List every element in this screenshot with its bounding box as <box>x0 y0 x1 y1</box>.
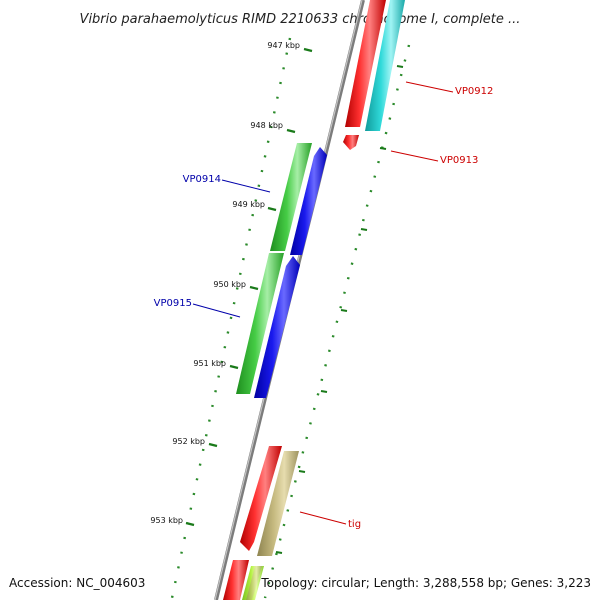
gene-track <box>223 0 405 600</box>
gene-khaki-bottom <box>246 566 262 600</box>
gc-dots-right <box>263 44 411 599</box>
leader-vp0914 <box>221 179 271 193</box>
gc-dots-left <box>170 37 292 599</box>
leader-vp0913 <box>390 150 439 162</box>
gene-red-bottom[interactable] <box>223 560 249 600</box>
tick-label-947: 947 kbp <box>267 41 300 50</box>
tick-mark-949 <box>267 206 277 212</box>
gene-label-lines <box>192 81 454 525</box>
tick-mark-952 <box>208 442 218 448</box>
gene-label-vp0913[interactable]: VP0913 <box>440 155 478 166</box>
tick-minor <box>298 470 306 473</box>
tick-label-953: 953 kbp <box>150 516 183 525</box>
gene-vp0913-arrowhead[interactable] <box>343 135 359 150</box>
tick-minor <box>275 551 283 554</box>
gene-vp0914[interactable] <box>270 143 312 251</box>
tick-mark-947 <box>303 47 313 53</box>
tick-minor <box>320 390 328 393</box>
gene-tig[interactable] <box>257 451 299 556</box>
gene-blue-lower[interactable] <box>254 256 300 398</box>
leader-vp0912 <box>405 81 454 93</box>
tick-mark-951 <box>229 364 239 370</box>
gene-label-vp0912[interactable]: VP0912 <box>455 86 493 97</box>
map-title: Vibrio parahaemolyticus RIMD 2210633 chr… <box>80 12 521 27</box>
gene-blue-upper[interactable] <box>290 147 327 255</box>
gene-label-vp0915[interactable]: VP0915 <box>154 298 192 309</box>
gene-vp0915[interactable] <box>236 253 284 394</box>
gc-content-track <box>170 37 411 599</box>
tick-minor <box>340 309 348 312</box>
gene-red-lower[interactable] <box>240 446 282 551</box>
accession-text: Accession: NC_004603 <box>9 576 145 590</box>
genome-stats-text: Topology: circular; Length: 3,288,558 bp… <box>260 576 591 590</box>
tick-label-949: 949 kbp <box>232 200 265 209</box>
leader-vp0915 <box>192 303 241 318</box>
gene-label-tig[interactable]: tig <box>348 519 361 530</box>
leader-tig <box>299 511 347 525</box>
tick-minor <box>379 147 387 150</box>
gene-vp0912[interactable] <box>365 0 405 131</box>
gene-vp0913[interactable] <box>345 0 386 127</box>
gene-labels: VP0912 VP0913 VP0914 VP0915 tig <box>154 86 494 530</box>
tick-mark-950 <box>249 285 259 291</box>
tick-label-950: 950 kbp <box>213 280 246 289</box>
tick-label-951: 951 kbp <box>193 359 226 368</box>
tick-mark-953 <box>185 521 195 527</box>
gene-label-vp0914[interactable]: VP0914 <box>183 174 221 185</box>
tick-minor <box>396 65 404 68</box>
tick-minor <box>360 228 368 231</box>
scale-ticks: 947 kbp 948 kbp 949 kbp 950 kbp 951 kbp … <box>150 41 404 554</box>
tick-label-948: 948 kbp <box>250 121 283 130</box>
tick-mark-948 <box>286 128 296 134</box>
tick-label-952: 952 kbp <box>172 437 205 446</box>
